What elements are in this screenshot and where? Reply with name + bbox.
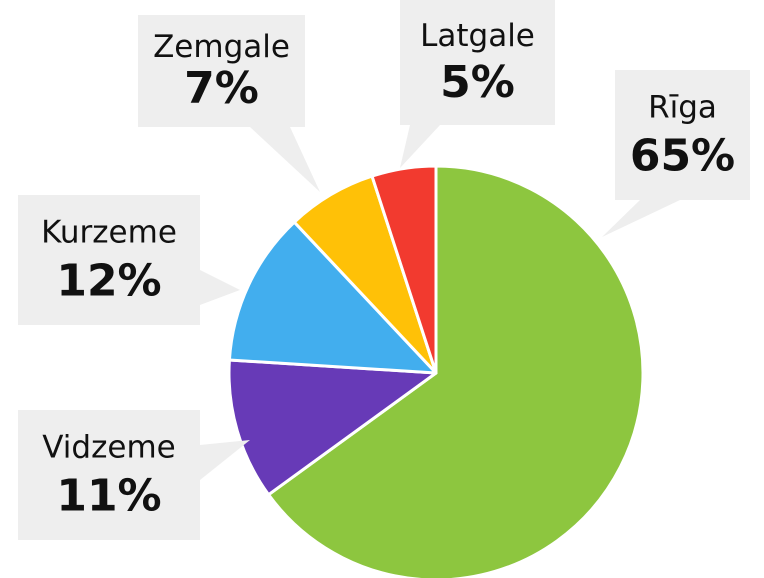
label-pointer (400, 125, 440, 168)
slice-name: Kurzeme (41, 215, 177, 251)
label-box (18, 195, 200, 325)
label-box (400, 0, 555, 125)
label-pointer (200, 440, 250, 480)
label-box (138, 15, 305, 127)
pie-slice (227, 220, 438, 375)
slice-value: 12% (56, 255, 161, 306)
slice-name: Rīga (648, 90, 717, 126)
slice-value: 65% (630, 130, 735, 181)
slice-value: 7% (184, 63, 259, 114)
pie-slice (370, 164, 438, 375)
slice-name: Zemgale (153, 29, 290, 65)
slice-name: Latgale (420, 18, 535, 54)
slice-value: 5% (440, 57, 515, 108)
label-box (18, 410, 200, 540)
label-pointer (200, 270, 240, 305)
label-pointer (602, 200, 680, 237)
label-pointer (250, 127, 320, 192)
slice-name: Vidzeme (42, 430, 175, 466)
pie-slice (227, 358, 438, 497)
pie-slice (267, 164, 645, 578)
slice-value: 11% (56, 470, 161, 521)
label-box (615, 70, 750, 200)
